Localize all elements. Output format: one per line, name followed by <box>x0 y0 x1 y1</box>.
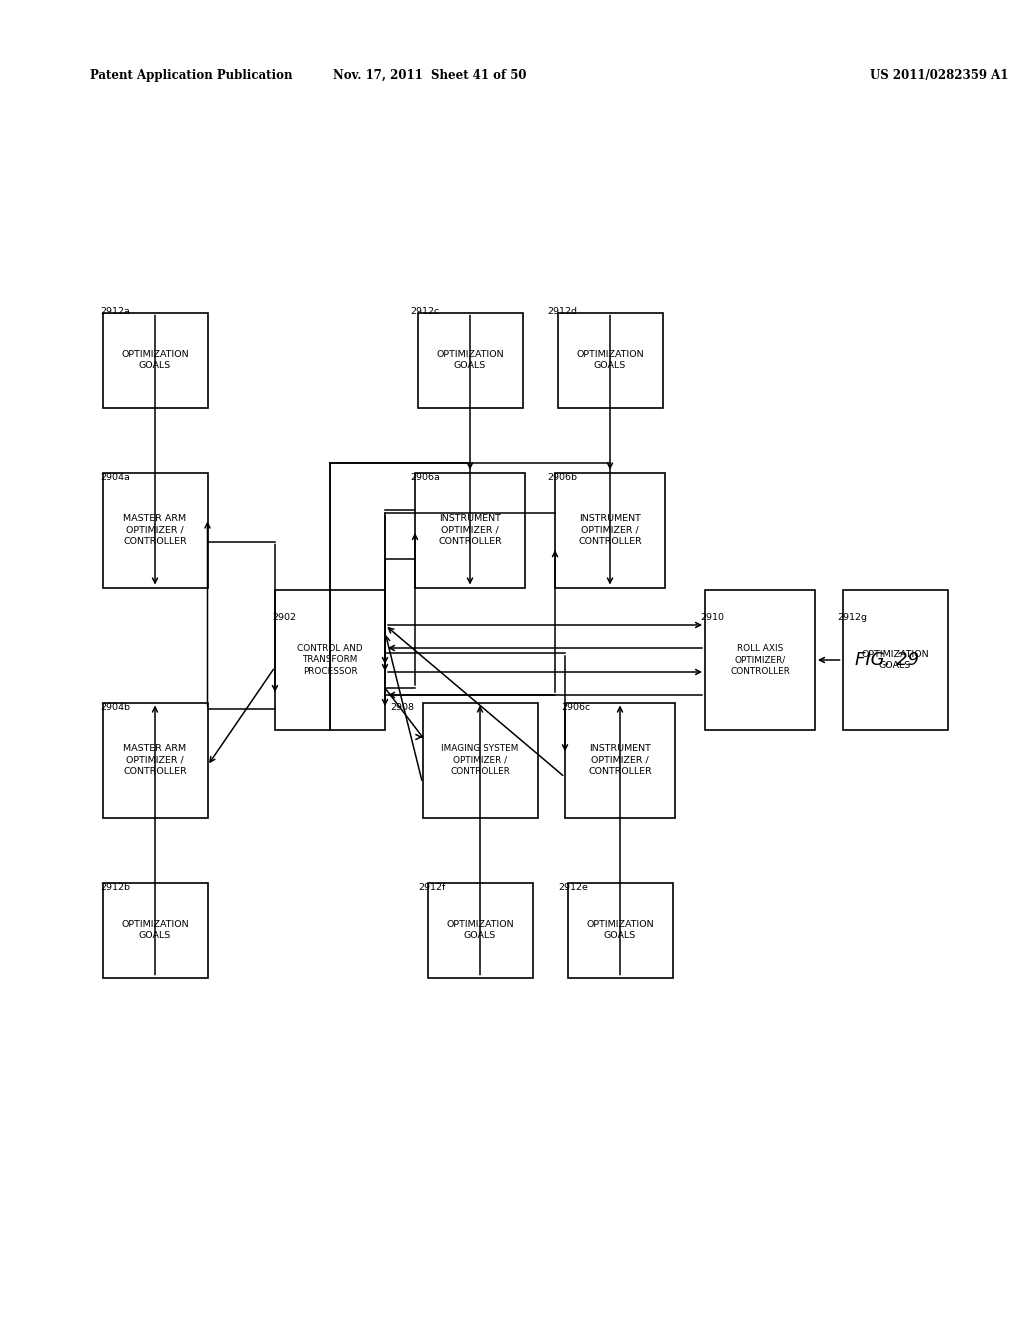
Bar <box>418 313 522 408</box>
Bar <box>705 590 815 730</box>
Bar <box>843 590 947 730</box>
Text: 2908: 2908 <box>390 704 414 713</box>
Text: MASTER ARM
OPTIMIZER /
CONTROLLER: MASTER ARM OPTIMIZER / CONTROLLER <box>123 515 186 545</box>
Text: 2902: 2902 <box>272 614 296 623</box>
Text: OPTIMIZATION
GOALS: OPTIMIZATION GOALS <box>436 350 504 370</box>
Text: 2912b: 2912b <box>100 883 130 892</box>
Bar <box>275 590 385 730</box>
Bar <box>423 702 538 817</box>
Text: OPTIMIZATION
GOALS: OPTIMIZATION GOALS <box>586 920 653 940</box>
Bar <box>427 883 532 978</box>
Bar <box>555 473 665 587</box>
Text: US 2011/0282359 A1: US 2011/0282359 A1 <box>870 69 1009 82</box>
Text: 2912a: 2912a <box>100 308 130 317</box>
Text: 2904b: 2904b <box>100 704 130 713</box>
Text: 2904a: 2904a <box>100 474 130 483</box>
Text: MASTER ARM
OPTIMIZER /
CONTROLLER: MASTER ARM OPTIMIZER / CONTROLLER <box>123 744 186 776</box>
Bar <box>565 702 675 817</box>
Bar <box>102 313 208 408</box>
Text: INSTRUMENT
OPTIMIZER /
CONTROLLER: INSTRUMENT OPTIMIZER / CONTROLLER <box>438 515 502 545</box>
Text: IMAGING SYSTEM
OPTIMIZER /
CONTROLLER: IMAGING SYSTEM OPTIMIZER / CONTROLLER <box>441 744 519 776</box>
Text: OPTIMIZATION
GOALS: OPTIMIZATION GOALS <box>121 350 188 370</box>
Text: OPTIMIZATION
GOALS: OPTIMIZATION GOALS <box>121 920 188 940</box>
Text: CONTROL AND
TRANSFORM
PROCESSOR: CONTROL AND TRANSFORM PROCESSOR <box>297 644 362 676</box>
Text: OPTIMIZATION
GOALS: OPTIMIZATION GOALS <box>577 350 644 370</box>
Text: 2912e: 2912e <box>558 883 588 892</box>
Bar <box>557 313 663 408</box>
Text: INSTRUMENT
OPTIMIZER /
CONTROLLER: INSTRUMENT OPTIMIZER / CONTROLLER <box>579 515 642 545</box>
Text: 2906b: 2906b <box>547 474 577 483</box>
Text: 2910: 2910 <box>700 614 724 623</box>
Text: OPTIMIZATION
GOALS: OPTIMIZATION GOALS <box>446 920 514 940</box>
Text: INSTRUMENT
OPTIMIZER /
CONTROLLER: INSTRUMENT OPTIMIZER / CONTROLLER <box>588 744 652 776</box>
Bar <box>415 473 525 587</box>
Text: OPTIMIZATION
GOALS: OPTIMIZATION GOALS <box>861 649 929 671</box>
Text: ROLL AXIS
OPTIMIZER/
CONTROLLER: ROLL AXIS OPTIMIZER/ CONTROLLER <box>730 644 790 676</box>
Text: Patent Application Publication: Patent Application Publication <box>90 69 293 82</box>
Text: FIG. 29: FIG. 29 <box>855 651 920 669</box>
Text: 2912f: 2912f <box>418 883 445 892</box>
Text: Nov. 17, 2011  Sheet 41 of 50: Nov. 17, 2011 Sheet 41 of 50 <box>333 69 526 82</box>
Text: 2912c: 2912c <box>410 308 439 317</box>
Bar <box>567 883 673 978</box>
Text: 2912d: 2912d <box>547 308 577 317</box>
Text: 2912g: 2912g <box>837 614 867 623</box>
Bar <box>102 473 208 587</box>
Bar <box>102 883 208 978</box>
Text: 2906a: 2906a <box>410 474 440 483</box>
Text: 2906c: 2906c <box>561 704 590 713</box>
Bar <box>102 702 208 817</box>
